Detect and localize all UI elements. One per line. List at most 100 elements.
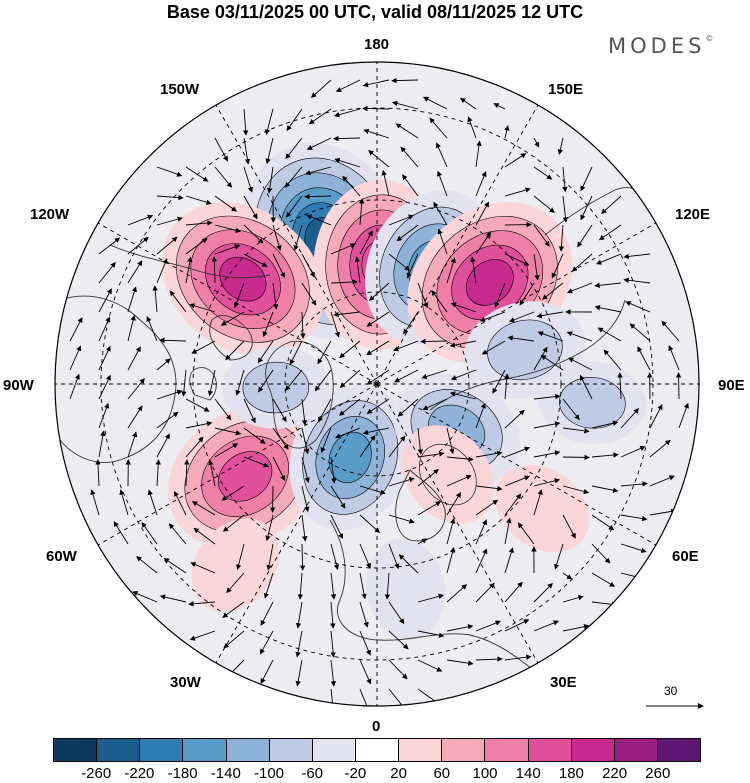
wind-vector: [301, 253, 315, 278]
wind-vector: [243, 166, 254, 193]
wind-vector: [225, 340, 245, 361]
wind-vector: [342, 175, 361, 197]
wind-vector: [433, 201, 448, 226]
map-border: [54, 61, 700, 707]
wind-vector: [242, 108, 249, 136]
lon-label-30w: 30W: [170, 674, 201, 691]
wind-vector: [156, 194, 184, 201]
wind-vector: [285, 137, 303, 160]
wind-vector: [551, 253, 564, 279]
wind-vector: [152, 285, 158, 313]
wind-vector: [591, 420, 619, 429]
wind-vector: [475, 231, 492, 255]
wind-vectors: [69, 77, 689, 706]
wind-vector: [591, 514, 615, 531]
wind-vector: [417, 538, 428, 545]
wind-vector: [620, 408, 640, 429]
wind-vector: [98, 316, 111, 342]
wind-vector: [235, 369, 245, 396]
wind-vector: [504, 373, 510, 400]
wind-vector: [562, 166, 568, 193]
wind-vector: [297, 572, 304, 600]
wind-vector: [562, 572, 573, 580]
wind-vector: [306, 214, 332, 226]
wind-vector: [359, 434, 376, 458]
wind-vector: [127, 377, 145, 400]
wind-vector: [295, 659, 303, 687]
wind-vector: [388, 601, 405, 625]
wind-vector: [193, 527, 216, 545]
meridian-line: [376, 383, 657, 546]
wind-vector: [435, 142, 448, 168]
wind-vector: [189, 630, 216, 641]
wind-vector: [293, 224, 303, 251]
wind-vector: [649, 508, 677, 516]
wind-vector: [185, 256, 193, 284]
wind-vector: [577, 224, 593, 248]
wind-vector: [185, 166, 209, 182]
high-anomaly-greenland-sea: [168, 404, 323, 548]
colorbar-tick-label: -60: [301, 765, 324, 782]
colorbar-swatch: [54, 739, 98, 761]
wind-vector: [127, 314, 136, 342]
wind-vector: [504, 581, 523, 603]
colorbar: [53, 738, 701, 762]
wind-vector: [334, 108, 361, 118]
wind-vector: [306, 137, 332, 150]
wind-vector: [362, 105, 390, 112]
wind-vector: [363, 128, 390, 139]
wind-vector: [492, 369, 506, 394]
wind-vector: [169, 290, 187, 313]
wind-vector: [504, 409, 525, 429]
wind-vector: [156, 433, 170, 458]
wind-vector: [156, 216, 183, 226]
wind-vector: [301, 514, 308, 542]
wind-vector: [214, 195, 237, 212]
low-anomaly-norwegian-sea: [289, 384, 412, 531]
wind-vector: [156, 411, 179, 429]
meridian-line: [215, 383, 378, 664]
wind-vector: [467, 116, 477, 139]
wind-vector: [159, 337, 187, 344]
meridian-line: [376, 383, 539, 664]
wind-vector: [597, 327, 622, 342]
wind-vector: [366, 369, 390, 385]
wind-vector: [398, 554, 419, 574]
wind-vector: [557, 137, 564, 155]
wind-vector: [507, 335, 535, 342]
wind-vector: [191, 340, 216, 354]
wind-vector: [431, 290, 448, 313]
wind-vector: [147, 489, 158, 516]
wind-vector: [69, 345, 82, 371]
colorbar-swatch: [97, 739, 141, 761]
wind-vector: [333, 135, 361, 142]
wind-vector: [265, 514, 274, 542]
wind-vector: [300, 311, 306, 339]
wind-vector: [127, 405, 143, 429]
wind-vector: [220, 311, 245, 326]
wind-vector: [620, 481, 648, 487]
wind-vector: [211, 256, 218, 284]
colorbar-tick-label: 60: [433, 765, 451, 782]
wind-vector: [661, 320, 680, 342]
wind-vector: [362, 79, 390, 88]
wind-vector: [562, 595, 584, 603]
wind-vector: [243, 224, 264, 244]
wind-vector: [504, 619, 530, 632]
wind-vector: [400, 146, 419, 168]
wind-vector: [625, 301, 651, 313]
wind-vector: [417, 427, 424, 455]
wind-vector: [519, 282, 535, 306]
wind-vector: [568, 357, 593, 371]
wind-vector: [272, 253, 286, 279]
wind-vector: [449, 391, 477, 400]
wind-vector: [156, 389, 183, 400]
wind-vector: [132, 591, 158, 603]
wind-vector: [330, 485, 346, 509]
wind-vector: [156, 258, 168, 284]
wind-vector: [562, 427, 590, 434]
wind-vector: [146, 316, 158, 342]
wind-vector: [188, 601, 216, 607]
lon-label-120e: 120E: [675, 206, 711, 223]
wind-vector: [185, 237, 208, 255]
